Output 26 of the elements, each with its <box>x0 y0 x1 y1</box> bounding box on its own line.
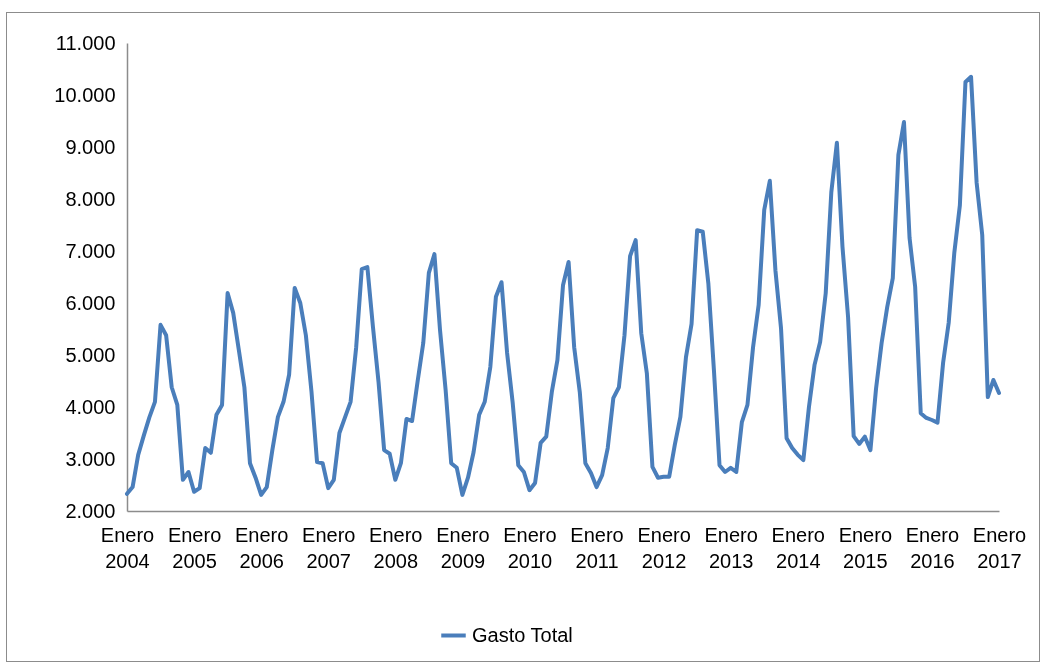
y-tick-label: 8.000 <box>65 187 116 210</box>
x-tick-label: Enero 2013 <box>704 523 758 572</box>
x-tick-label: Enero 2010 <box>503 523 557 572</box>
x-tick-label: Enero 2016 <box>905 523 960 572</box>
y-tick-label: 6.000 <box>65 291 116 314</box>
line-series <box>125 74 1001 497</box>
y-tick-label: 3.000 <box>65 447 116 470</box>
x-tick-label: Enero 2011 <box>570 523 624 572</box>
x-tick-label: Enero 2007 <box>302 523 356 572</box>
y-tick-label: 11.000 <box>55 31 116 54</box>
x-tick-label: Enero 2012 <box>637 523 691 572</box>
x-tick-label: Enero 2008 <box>369 523 423 572</box>
y-tick-label: 9.000 <box>65 135 116 158</box>
y-tick-label: 2.000 <box>65 499 116 522</box>
x-tick-label: Enero 2017 <box>972 523 1027 572</box>
x-tick-label: Enero 2004 <box>100 523 155 572</box>
x-tick-label: Enero 2006 <box>234 523 289 572</box>
y-tick-label: 10.000 <box>54 83 116 106</box>
y-tick-label: 4.000 <box>65 395 116 418</box>
legend-label: Gasto Total <box>472 623 573 646</box>
x-tick-label: Enero 2014 <box>771 523 825 572</box>
x-tick-label: Enero 2009 <box>436 523 490 572</box>
y-tick-label: 7.000 <box>65 239 116 262</box>
y-tick-label: 5.000 <box>65 343 116 366</box>
x-tick-label: Enero 2015 <box>838 523 893 572</box>
x-tick-label: Enero 2005 <box>167 523 222 572</box>
